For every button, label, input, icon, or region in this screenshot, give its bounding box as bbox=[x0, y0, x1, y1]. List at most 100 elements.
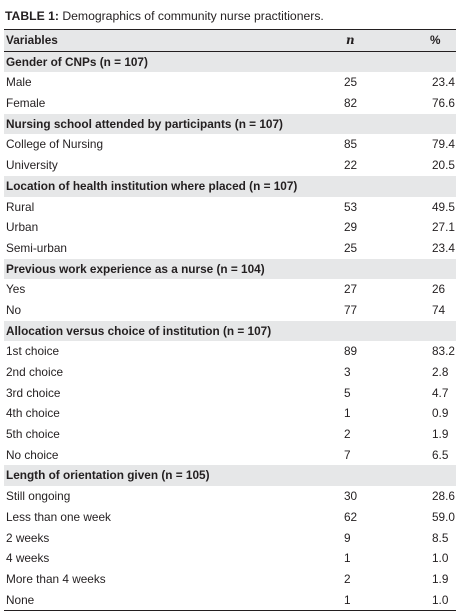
percent-value: 28.6 bbox=[432, 489, 455, 504]
n-value: 2 bbox=[344, 571, 351, 586]
table-row: University 22 20.5 bbox=[4, 155, 456, 176]
variable-label: 4 weeks bbox=[6, 551, 50, 566]
table-caption-text: Demographics of community nurse practiti… bbox=[58, 9, 324, 23]
variable-label: No choice bbox=[6, 447, 59, 462]
percent-value: 83.2 bbox=[432, 344, 455, 359]
n-value: 85 bbox=[344, 137, 358, 152]
table-row: Rural 53 49.5 bbox=[4, 197, 456, 218]
table-caption-label: TABLE 1: bbox=[5, 9, 59, 23]
variable-label: University bbox=[6, 158, 58, 173]
section-header-row: Length of orientation given (n = 105) bbox=[4, 465, 456, 487]
variable-label: Rural bbox=[6, 199, 35, 214]
table-row: 4 weeks 1 1.0 bbox=[4, 548, 456, 569]
n-value: 2 bbox=[344, 427, 351, 442]
n-value: 1 bbox=[344, 551, 351, 566]
percent-value: 74 bbox=[432, 302, 446, 317]
n-value: 62 bbox=[344, 509, 358, 524]
n-value: 29 bbox=[344, 220, 358, 235]
table-row: College of Nursing 85 79.4 bbox=[4, 134, 456, 155]
section-header-row: Previous work experience as a nurse (n =… bbox=[4, 258, 456, 280]
table-row: Female 82 76.6 bbox=[4, 93, 456, 114]
percent-value: 1.9 bbox=[432, 571, 449, 586]
section-header-row: Nursing school attended by participants … bbox=[4, 113, 456, 135]
variable-label: Yes bbox=[6, 282, 26, 297]
variable-label: College of Nursing bbox=[6, 137, 104, 152]
table-row: Semi-urban 25 23.4 bbox=[4, 238, 456, 259]
percent-value: 4.7 bbox=[432, 385, 449, 400]
percent-value: 76.6 bbox=[432, 96, 455, 111]
percent-value: 79.4 bbox=[432, 137, 455, 152]
n-value: 3 bbox=[344, 365, 351, 379]
n-value: 89 bbox=[344, 344, 358, 359]
section-header-row: Location of health institution where pla… bbox=[4, 175, 456, 197]
percent-value: 1.0 bbox=[432, 551, 449, 566]
percent-value: 2.8 bbox=[432, 365, 449, 379]
section-label: Allocation versus choice of institution … bbox=[6, 323, 272, 338]
percent-value: 8.5 bbox=[432, 530, 449, 545]
section-label: Previous work experience as a nurse (n =… bbox=[6, 261, 265, 276]
n-value: 7 bbox=[344, 447, 351, 462]
variable-label: More than 4 weeks bbox=[6, 571, 106, 586]
n-value: 9 bbox=[344, 530, 351, 545]
table-caption: TABLE 1: Demographics of community nurse… bbox=[5, 9, 324, 23]
variable-label: 4th choice bbox=[6, 406, 60, 421]
table-row: Male 25 23.4 bbox=[4, 72, 456, 93]
percent-value: 49.5 bbox=[432, 199, 455, 214]
table-row: Yes 27 26 bbox=[4, 279, 456, 300]
percent-value: 1.0 bbox=[432, 592, 449, 607]
table-row: 3rd choice 5 4.7 bbox=[4, 383, 456, 404]
percent-value: 0.9 bbox=[432, 406, 449, 421]
variable-label: 5th choice bbox=[6, 427, 60, 442]
section-header-row: Allocation versus choice of institution … bbox=[4, 320, 456, 342]
variable-label: Still ongoing bbox=[6, 489, 71, 504]
table-row: More than 4 weeks 2 1.9 bbox=[4, 569, 456, 590]
variable-label: Male bbox=[6, 75, 32, 90]
percent-value: 27.1 bbox=[432, 220, 455, 235]
variable-label: 1st choice bbox=[6, 344, 60, 359]
n-value: 53 bbox=[344, 199, 358, 214]
n-value: 5 bbox=[344, 385, 351, 400]
n-value: 30 bbox=[344, 489, 358, 504]
table-header-row: Variables n % bbox=[4, 30, 456, 52]
n-value: 25 bbox=[344, 75, 358, 90]
header-variables: Variables bbox=[6, 33, 58, 47]
header-percent: % bbox=[430, 33, 441, 47]
variable-label: No bbox=[6, 302, 22, 317]
percent-value: 26 bbox=[432, 282, 446, 297]
n-value: 25 bbox=[344, 240, 358, 255]
section-label: Gender of CNPs (n = 107) bbox=[6, 54, 148, 69]
percent-value: 59.0 bbox=[432, 509, 455, 524]
table-row: 2 weeks 9 8.5 bbox=[4, 528, 456, 549]
variable-label: Semi-urban bbox=[6, 240, 67, 255]
n-value: 1 bbox=[344, 406, 351, 421]
n-value: 1 bbox=[344, 592, 351, 607]
variable-label: Female bbox=[6, 96, 46, 111]
n-value: 82 bbox=[344, 96, 358, 111]
table-body: Gender of CNPs (n = 107) Male 25 23.4 Female… bbox=[4, 51, 456, 611]
n-value: 22 bbox=[344, 158, 358, 173]
percent-value: 23.4 bbox=[432, 75, 455, 90]
percent-value: 20.5 bbox=[432, 158, 455, 173]
variable-label: None bbox=[6, 592, 35, 607]
percent-value: 23.4 bbox=[432, 240, 455, 255]
variable-label: 2nd choice bbox=[6, 365, 64, 379]
header-n: n bbox=[346, 33, 355, 47]
table-row: 2nd choice 3 2.8 bbox=[4, 362, 456, 383]
section-label: Nursing school attended by participants … bbox=[6, 116, 283, 131]
variable-label: 3rd choice bbox=[6, 385, 61, 400]
table-row: 1st choice 89 83.2 bbox=[4, 341, 456, 362]
demographics-table: Variables n % Gender of CNPs (n = 107) Ma… bbox=[4, 29, 456, 611]
variable-label: 2 weeks bbox=[6, 530, 50, 545]
table-row: Still ongoing 30 28.6 bbox=[4, 486, 456, 507]
n-value: 77 bbox=[344, 302, 358, 317]
percent-value: 6.5 bbox=[432, 447, 449, 462]
table-row: None 1 1.0 bbox=[4, 590, 456, 611]
table-row: Less than one week 62 59.0 bbox=[4, 507, 456, 528]
section-label: Length of orientation given (n = 105) bbox=[6, 468, 210, 483]
n-value: 27 bbox=[344, 282, 358, 297]
variable-label: Urban bbox=[6, 220, 39, 235]
table-row: Urban 29 27.1 bbox=[4, 217, 456, 238]
variable-label: Less than one week bbox=[6, 509, 111, 524]
percent-value: 1.9 bbox=[432, 427, 449, 442]
